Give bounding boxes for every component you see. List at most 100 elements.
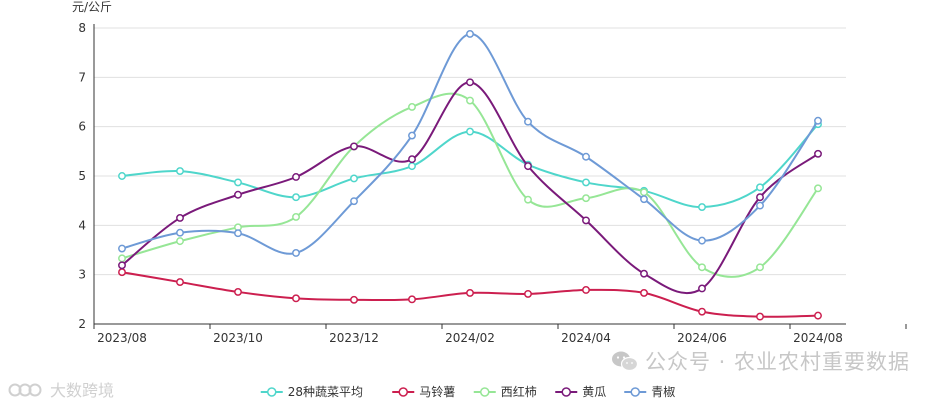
- y-tick-label: 4: [78, 218, 86, 232]
- y-tick-label: 7: [78, 70, 86, 84]
- data-point[interactable]: [408, 102, 416, 111]
- data-point[interactable]: [640, 288, 648, 297]
- data-point[interactable]: [466, 127, 474, 136]
- data-point[interactable]: [176, 228, 184, 237]
- series-line: [121, 92, 819, 278]
- data-point[interactable]: [640, 188, 648, 197]
- data-point[interactable]: [698, 236, 706, 245]
- data-point[interactable]: [350, 197, 358, 206]
- series-4: [118, 78, 822, 295]
- data-point[interactable]: [176, 213, 184, 222]
- data-point[interactable]: [524, 195, 532, 204]
- data-point[interactable]: [756, 201, 764, 210]
- data-point[interactable]: [408, 162, 416, 171]
- data-point[interactable]: [756, 263, 764, 272]
- circle-line-icon: [561, 387, 571, 397]
- data-point[interactable]: [814, 184, 822, 193]
- data-point[interactable]: [234, 229, 242, 238]
- data-point[interactable]: [582, 216, 590, 225]
- data-point[interactable]: [292, 212, 300, 221]
- legend[interactable]: 28种蔬菜平均 马铃薯 西红柿 黄瓜 青椒: [260, 384, 676, 399]
- data-point[interactable]: [756, 183, 764, 192]
- data-point[interactable]: [466, 29, 474, 38]
- data-point[interactable]: [524, 289, 532, 298]
- data-point[interactable]: [350, 295, 358, 304]
- data-point[interactable]: [234, 190, 242, 199]
- data-point[interactable]: [118, 261, 126, 270]
- y-axis-title: 元/公斤: [72, 0, 112, 14]
- series-2: [118, 268, 822, 321]
- legend-item[interactable]: 马铃薯: [392, 384, 455, 399]
- data-point[interactable]: [698, 263, 706, 272]
- data-point[interactable]: [640, 269, 648, 278]
- x-tick-label: 2023/10: [213, 331, 263, 345]
- legend-label: 黄瓜: [582, 385, 606, 399]
- legend-item[interactable]: 黄瓜: [555, 385, 606, 399]
- data-point[interactable]: [234, 178, 242, 187]
- data-point[interactable]: [176, 237, 184, 246]
- legend-item[interactable]: 西红柿: [473, 384, 537, 399]
- data-point[interactable]: [524, 162, 532, 171]
- x-tick-label: 2024/08: [793, 331, 843, 345]
- series-line: [121, 32, 819, 255]
- legend-label: 马铃薯: [419, 384, 455, 399]
- series-line: [121, 81, 819, 295]
- y-tick-label: 3: [78, 268, 86, 282]
- data-point[interactable]: [176, 278, 184, 287]
- data-point[interactable]: [408, 131, 416, 140]
- data-point[interactable]: [524, 117, 532, 126]
- legend-label: 青椒: [651, 385, 675, 399]
- data-point[interactable]: [814, 149, 822, 158]
- grid-lines: [94, 27, 846, 276]
- x-tick-label: 2024/06: [677, 331, 727, 345]
- data-point[interactable]: [118, 268, 126, 277]
- data-point[interactable]: [176, 167, 184, 176]
- data-point[interactable]: [756, 193, 764, 202]
- y-tick-label: 8: [78, 21, 86, 35]
- data-point[interactable]: [698, 284, 706, 293]
- series-line: [121, 123, 819, 209]
- data-point[interactable]: [350, 142, 358, 151]
- data-point[interactable]: [292, 173, 300, 181]
- axes: 2 3 4 5 6 7 8 2023/08 2023/10 2023/12 2024/02 2024/…: [78, 21, 907, 345]
- data-point[interactable]: [582, 194, 590, 203]
- data-point[interactable]: [234, 287, 242, 296]
- data-point[interactable]: [118, 172, 126, 180]
- data-point[interactable]: [582, 178, 590, 187]
- data-point[interactable]: [118, 244, 126, 253]
- circle-line-icon: [398, 387, 408, 397]
- data-point[interactable]: [582, 286, 590, 294]
- y-tick-label: 5: [78, 169, 86, 183]
- x-tick-label: 2023/12: [329, 331, 379, 345]
- series-5: [118, 29, 822, 257]
- data-point[interactable]: [698, 203, 706, 212]
- data-point[interactable]: [756, 312, 764, 321]
- data-point[interactable]: [466, 96, 474, 105]
- data-point[interactable]: [698, 307, 706, 316]
- data-point[interactable]: [292, 294, 300, 303]
- data-point[interactable]: [466, 78, 474, 87]
- data-point[interactable]: [408, 295, 416, 304]
- watermark-brand: 大数跨境: [8, 377, 114, 403]
- data-point[interactable]: [814, 116, 822, 125]
- series-3: [118, 92, 822, 278]
- data-point[interactable]: [640, 195, 648, 204]
- x-tick-label: 2023/08: [97, 331, 147, 345]
- data-point[interactable]: [408, 155, 416, 164]
- circle-line-icon: [267, 387, 277, 397]
- data-point[interactable]: [582, 152, 590, 161]
- data-point[interactable]: [118, 254, 126, 263]
- x-tick-label: 2024/02: [445, 331, 495, 345]
- watermark-brand-text: 大数跨境: [50, 381, 115, 400]
- data-point[interactable]: [814, 311, 822, 320]
- data-point[interactable]: [292, 193, 300, 202]
- brand-logo-icon: [8, 381, 44, 403]
- data-point[interactable]: [292, 249, 300, 257]
- data-point[interactable]: [466, 288, 474, 297]
- legend-item[interactable]: 28种蔬菜平均: [260, 385, 363, 399]
- series-group: [118, 29, 822, 321]
- watermark-wechat: 公众号 · 农业农村重要数据: [611, 346, 910, 377]
- data-point[interactable]: [350, 174, 358, 183]
- legend-item[interactable]: 青椒: [624, 385, 675, 399]
